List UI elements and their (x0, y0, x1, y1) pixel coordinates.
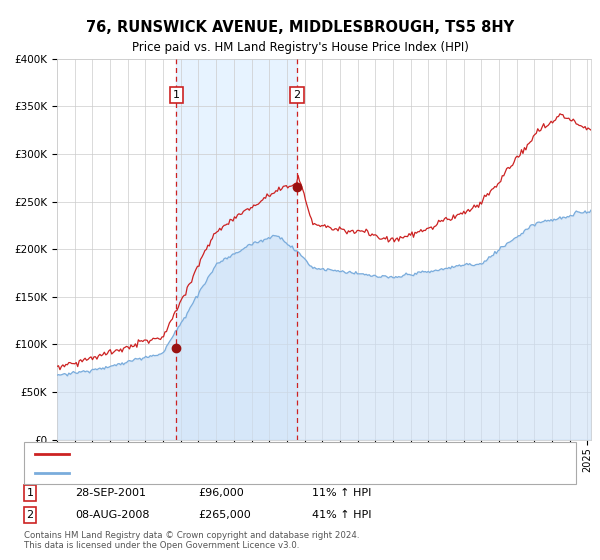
Text: 28-SEP-2001: 28-SEP-2001 (75, 488, 146, 498)
Text: 11% ↑ HPI: 11% ↑ HPI (312, 488, 371, 498)
Text: Price paid vs. HM Land Registry's House Price Index (HPI): Price paid vs. HM Land Registry's House … (131, 41, 469, 54)
Text: 2: 2 (26, 510, 34, 520)
Text: £265,000: £265,000 (198, 510, 251, 520)
Text: 41% ↑ HPI: 41% ↑ HPI (312, 510, 371, 520)
Text: 1: 1 (173, 90, 180, 100)
Text: 1: 1 (26, 488, 34, 498)
Text: 76, RUNSWICK AVENUE, MIDDLESBROUGH, TS5 8HY (detached house): 76, RUNSWICK AVENUE, MIDDLESBROUGH, TS5 … (78, 449, 443, 459)
Text: HPI: Average price, detached house, Middlesbrough: HPI: Average price, detached house, Midd… (78, 468, 348, 478)
Text: 2: 2 (293, 90, 301, 100)
Text: £96,000: £96,000 (198, 488, 244, 498)
Bar (176, 59, 297, 440)
Text: 76, RUNSWICK AVENUE, MIDDLESBROUGH, TS5 8HY: 76, RUNSWICK AVENUE, MIDDLESBROUGH, TS5 … (86, 20, 514, 35)
Text: Contains HM Land Registry data © Crown copyright and database right 2024.
This d: Contains HM Land Registry data © Crown c… (24, 530, 359, 550)
Text: 08-AUG-2008: 08-AUG-2008 (75, 510, 149, 520)
